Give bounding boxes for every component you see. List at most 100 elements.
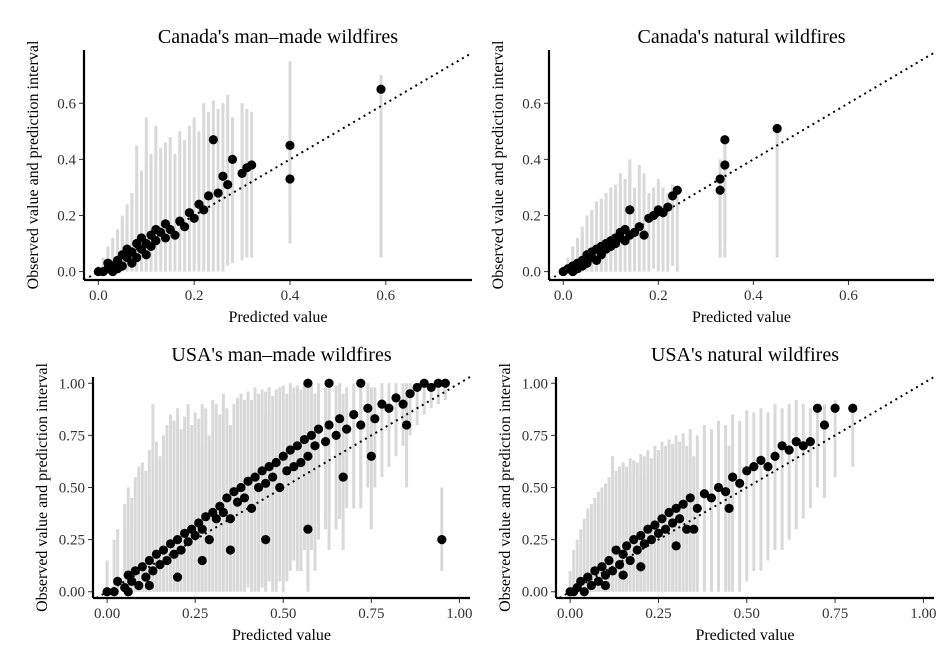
data-point: [180, 528, 190, 538]
data-point: [292, 441, 302, 451]
data-point: [784, 445, 794, 455]
data-point: [282, 466, 292, 476]
data-point: [155, 560, 165, 570]
data-point: [236, 482, 246, 493]
data-point: [735, 478, 745, 488]
data-point: [805, 437, 815, 447]
data-point: [225, 514, 236, 524]
data-point: [629, 535, 639, 545]
data-point: [222, 493, 232, 503]
data-point: [590, 566, 600, 576]
data-point: [253, 482, 264, 493]
data-point: [324, 378, 334, 388]
data-point: [370, 414, 380, 424]
panel-canada-natural: Canada's natural wildfires 0.0 0.2 0.4 0.6 0.…: [490, 26, 935, 326]
data-point: [208, 135, 218, 145]
data-point: [264, 462, 274, 472]
data-point: [636, 562, 646, 572]
data-point: [660, 524, 671, 534]
data-point: [239, 493, 250, 503]
x-axis-title: Predicted value: [692, 309, 791, 326]
data-point: [324, 420, 334, 430]
x-tick-label: 0.25: [645, 606, 671, 622]
data-point: [218, 507, 228, 518]
x-tick-label: 0.50: [734, 606, 760, 622]
data-point: [639, 230, 649, 240]
data-point: [777, 441, 787, 451]
chart-title: USA's natural wildfires: [651, 344, 839, 366]
data-point: [134, 580, 144, 591]
data-point: [597, 562, 607, 572]
data-point: [247, 160, 257, 170]
data-point: [243, 476, 253, 486]
data-point: [151, 236, 161, 246]
observed-points: [93, 84, 386, 277]
data-point: [179, 222, 190, 232]
data-point: [600, 580, 611, 591]
data-point: [632, 545, 642, 555]
x-tick-label: 0.00: [557, 606, 583, 622]
data-point: [172, 535, 183, 545]
data-point: [685, 493, 695, 503]
data-point: [141, 572, 151, 582]
data-point: [123, 587, 133, 597]
x-axis-title: Predicted value: [695, 627, 794, 644]
x-tick-label: 0.75: [822, 606, 848, 622]
reference-line: [548, 51, 935, 281]
data-point: [586, 580, 596, 591]
y-tick-label: 0.6: [522, 96, 541, 112]
panel-usa-natural: USA's natural wildfires 0.00 0.25 0.50 0.75 1…: [497, 344, 937, 644]
data-point: [720, 487, 731, 497]
data-point: [278, 451, 288, 461]
data-point: [667, 518, 678, 528]
data-point: [285, 140, 295, 150]
prediction-intervals: [568, 399, 855, 592]
data-point: [127, 576, 137, 586]
y-tick-label: 0.25: [522, 533, 548, 549]
data-point: [197, 555, 207, 566]
data-point: [268, 472, 278, 482]
data-point: [165, 539, 176, 549]
data-point: [204, 535, 214, 545]
panel-canada-man-made: Canada's man–made wildfires 0.0 0.2 0.4 0.6 0…: [25, 26, 473, 326]
data-point: [285, 174, 295, 184]
data-point: [366, 451, 376, 461]
data-point: [770, 451, 780, 461]
y-axis-title: Observed value and prediction interval: [25, 40, 42, 289]
data-point: [576, 576, 586, 586]
data-point: [692, 503, 702, 513]
data-point: [618, 570, 628, 580]
y-tick-label: 0.75: [522, 428, 548, 444]
data-point: [377, 399, 387, 409]
data-point: [197, 524, 207, 534]
data-point: [763, 462, 773, 472]
data-point: [401, 420, 412, 430]
data-point: [720, 160, 730, 170]
y-tick-label: 0.2: [57, 208, 76, 224]
data-point: [303, 524, 313, 534]
data-point: [634, 222, 644, 232]
data-point: [201, 512, 211, 522]
y-tick-label: 0.4: [57, 152, 76, 168]
data-point: [169, 549, 179, 559]
y-tick-label: 0.0: [522, 265, 541, 281]
data-point: [618, 549, 628, 559]
data-point: [299, 434, 310, 445]
data-point: [109, 587, 119, 597]
data-point: [285, 445, 295, 455]
data-point: [190, 530, 200, 541]
observed-points: [565, 403, 858, 597]
data-point: [102, 587, 112, 597]
data-point: [176, 545, 186, 555]
data-point: [342, 424, 352, 434]
data-point: [203, 191, 214, 201]
data-point: [579, 587, 589, 597]
data-point: [144, 580, 154, 591]
data-point: [257, 466, 267, 476]
data-point: [117, 261, 127, 271]
data-point: [720, 135, 730, 145]
data-point: [440, 378, 450, 388]
data-point: [223, 180, 233, 190]
data-point: [664, 507, 674, 518]
data-point: [296, 457, 306, 468]
